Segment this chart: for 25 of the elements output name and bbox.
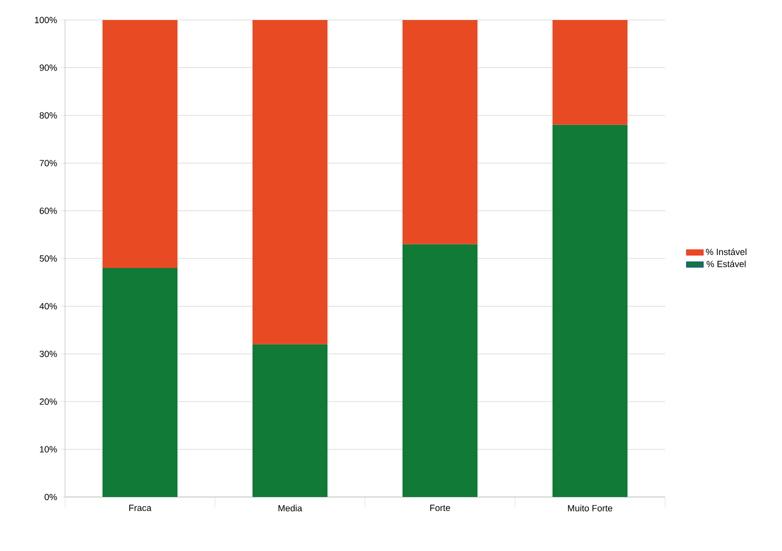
bar bbox=[102, 20, 178, 268]
bar bbox=[102, 268, 178, 497]
bar bbox=[552, 20, 628, 125]
bar bbox=[252, 344, 328, 497]
legend-label: % Estável bbox=[706, 260, 746, 268]
x-tick-label: Fraca bbox=[129, 504, 152, 512]
bar bbox=[402, 244, 478, 497]
y-tick-label: 30% bbox=[40, 350, 57, 358]
y-tick-label: 60% bbox=[40, 208, 57, 214]
y-tick-label: 80% bbox=[40, 112, 57, 119]
y-tick-label: 90% bbox=[40, 64, 57, 71]
x-tick-label: Forte bbox=[430, 504, 450, 512]
x-tick-label: Media bbox=[278, 504, 302, 512]
bar bbox=[402, 20, 478, 244]
legend-label: % Instável bbox=[706, 248, 746, 256]
y-tick-label: 20% bbox=[40, 398, 57, 405]
y-tick-label: 50% bbox=[40, 255, 57, 262]
bar bbox=[252, 20, 328, 344]
y-tick-label: 0% bbox=[44, 494, 57, 500]
y-tick-label: 10% bbox=[40, 446, 57, 452]
bar bbox=[552, 124, 628, 497]
y-tick-label: 70% bbox=[40, 160, 57, 166]
x-tick-label: Muito Forte bbox=[568, 504, 612, 512]
y-tick-label: 100% bbox=[34, 16, 57, 24]
y-tick-label: 40% bbox=[39, 303, 57, 310]
